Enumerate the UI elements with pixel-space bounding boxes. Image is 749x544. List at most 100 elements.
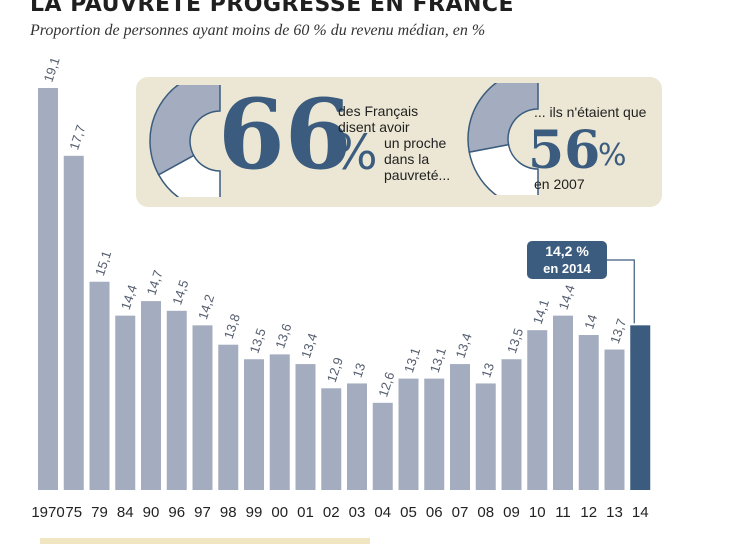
bar-02 [321, 388, 342, 490]
value-label-09: 13,5 [504, 326, 526, 355]
x-tick-98: 98 [220, 504, 237, 521]
value-label-12: 14 [581, 313, 600, 331]
value-label-96: 14,5 [169, 278, 191, 307]
callout-leader-line [607, 259, 635, 324]
callout-year: en 2014 [543, 261, 591, 276]
x-tick-06: 06 [426, 504, 443, 521]
value-label-11: 14,4 [556, 283, 578, 312]
bars-group [38, 88, 651, 490]
x-tick-labels-group: 1970 75 79 84 90 96 97 98 99 00 01 02 03 04 05 06 07 08 09… [31, 504, 648, 521]
stat1-text-line5: pauvreté... [384, 167, 451, 183]
value-label-1970: 19,1 [41, 55, 63, 84]
x-tick-03: 03 [349, 504, 366, 521]
bar-1970 [38, 88, 58, 490]
bar-90 [141, 301, 161, 490]
bar-84 [115, 315, 136, 490]
stat1-text: des Français disent avoir un proche dans… [338, 103, 450, 183]
x-tick-84: 84 [117, 504, 134, 521]
value-labels-group: 19,117,715,114,414,7 14,514,213,813,5 13,6… [41, 55, 630, 399]
value-label-07: 13,4 [453, 331, 475, 360]
value-label-03: 13 [350, 361, 369, 379]
value-label-00: 13,6 [272, 322, 294, 351]
value-label-02: 12,9 [324, 356, 346, 385]
bar-98 [218, 344, 239, 490]
x-tick-1970: 1970 [31, 504, 64, 521]
bar-08 [475, 383, 496, 490]
pie2-value-segment [467, 83, 539, 153]
x-tick-12: 12 [580, 504, 597, 521]
stat1-percent: % [332, 125, 378, 181]
stat2-percent: % [598, 138, 627, 173]
pie-66-percent [149, 85, 221, 197]
x-tick-14: 14 [632, 504, 649, 521]
x-tick-05: 05 [400, 504, 417, 521]
stat1-text-line2: disent avoir [338, 119, 410, 135]
bar-10 [527, 330, 548, 490]
leader-path [607, 259, 635, 324]
stat1-text-line4: dans la [384, 151, 430, 167]
value-label-08: 13 [478, 361, 497, 379]
x-tick-08: 08 [477, 504, 494, 521]
x-tick-09: 09 [503, 504, 520, 521]
bar-99 [244, 359, 264, 490]
value-label-84: 14,4 [118, 283, 140, 312]
value-label-10: 14,1 [530, 297, 552, 326]
x-tick-07: 07 [452, 504, 469, 521]
x-tick-02: 02 [323, 504, 340, 521]
stat1-value: 66 [218, 78, 352, 191]
bar-03 [347, 383, 367, 490]
bar-09 [501, 359, 522, 490]
bar-96 [166, 310, 187, 490]
stat1-text-line1: des Français [338, 103, 419, 119]
value-label-04: 12,6 [375, 370, 397, 399]
stat2-text-after: en 2007 [534, 176, 585, 192]
bar-01 [295, 364, 316, 490]
x-tick-96: 96 [168, 504, 185, 521]
x-tick-04: 04 [374, 504, 391, 521]
x-tick-11: 11 [555, 504, 571, 521]
chart-title: LA PAUVRETÉ PROGRESSE EN FRANCE [30, 0, 515, 17]
callout-2014: 14,2 % en 2014 [527, 241, 607, 279]
bar-97 [192, 325, 213, 490]
bar-05 [398, 378, 419, 490]
x-tick-00: 00 [271, 504, 288, 521]
value-label-98: 13,8 [221, 312, 243, 341]
value-label-05: 13,1 [401, 346, 423, 375]
bar-07 [450, 364, 470, 490]
bar-13 [604, 349, 625, 490]
bar-79 [89, 281, 110, 490]
x-tick-90: 90 [143, 504, 160, 521]
value-label-97: 14,2 [195, 293, 217, 322]
bar-11 [553, 315, 573, 490]
value-label-13: 13,7 [607, 317, 629, 346]
chart-subtitle: Proportion de personnes ayant moins de 6… [30, 22, 486, 39]
value-label-06: 13,1 [427, 346, 449, 375]
x-tick-75: 75 [65, 504, 82, 521]
value-label-01: 13,4 [298, 331, 320, 360]
value-label-79: 15,1 [92, 249, 114, 278]
bar-12 [578, 335, 599, 490]
x-tick-97: 97 [194, 504, 211, 521]
value-label-75: 17,7 [66, 123, 88, 152]
callout-value: 14,2 % [545, 243, 589, 259]
stat2-text-before: ... ils n'étaient que [534, 104, 647, 120]
x-tick-13: 13 [606, 504, 623, 521]
stat1-text-line3: un proche [384, 135, 447, 151]
bar-00 [269, 354, 290, 490]
info-panel: 66 % des Français disent avoir un proche… [136, 77, 662, 207]
pie-56-percent [467, 83, 539, 195]
bar-14 [630, 325, 651, 490]
value-label-99: 13,5 [247, 326, 269, 355]
pie1-value-segment [149, 85, 221, 176]
value-label-90: 14,7 [144, 268, 166, 297]
bar-75 [63, 155, 84, 490]
x-tick-10: 10 [529, 504, 546, 521]
bar-04 [372, 402, 393, 490]
bottom-decor-strip [40, 538, 370, 544]
x-tick-01: 01 [297, 504, 314, 521]
x-tick-99: 99 [246, 504, 263, 521]
stat2-value: 56 [528, 120, 601, 181]
bar-06 [424, 378, 445, 490]
x-tick-79: 79 [91, 504, 108, 521]
